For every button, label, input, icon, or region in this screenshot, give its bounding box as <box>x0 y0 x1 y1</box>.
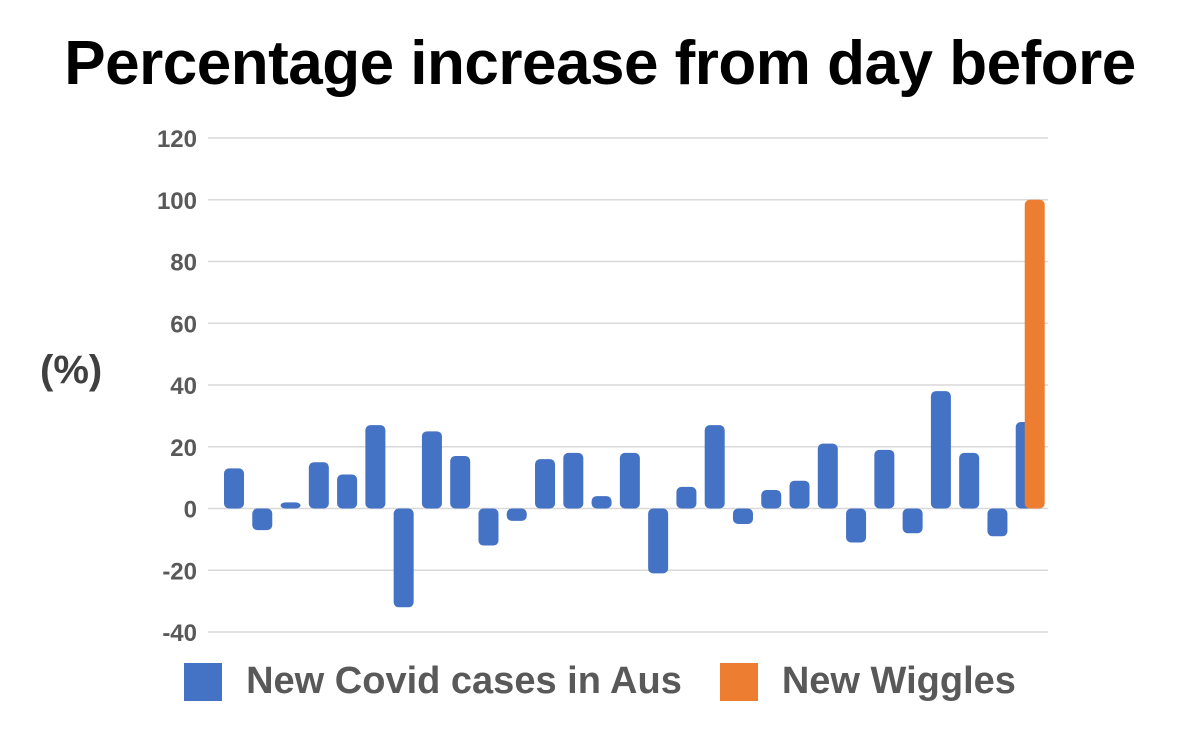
bar-covid <box>393 508 414 608</box>
bar-covid <box>478 508 499 546</box>
chart-title: Percentage increase from day before <box>64 29 1136 98</box>
bar-covid <box>676 486 697 509</box>
bar-covid <box>506 508 527 521</box>
bar-covid <box>252 508 273 531</box>
y-tick-label: -40 <box>162 620 197 647</box>
y-tick-label: 60 <box>170 311 197 338</box>
bar-covid <box>535 459 556 509</box>
legend-label-covid: New Covid cases in Aus <box>246 660 682 702</box>
bar-covid <box>732 508 753 524</box>
bar-covid <box>789 480 810 509</box>
bar-covid <box>365 425 386 509</box>
bar-covid <box>846 508 867 543</box>
legend-label-wiggles: New Wiggles <box>781 660 1016 702</box>
bar-covid <box>704 425 725 509</box>
bar-covid <box>591 496 612 509</box>
bar-covid <box>619 452 640 509</box>
bar-covid <box>563 452 584 509</box>
bar-covid <box>421 431 442 509</box>
y-tick-label: 120 <box>157 126 197 153</box>
bar-covid <box>987 508 1008 537</box>
bar-covid <box>648 508 669 574</box>
bar-covid <box>450 456 471 509</box>
bar-covid <box>280 502 301 509</box>
bar-covid <box>959 452 980 509</box>
legend-entry-wiggles: New Wiggles <box>719 660 1016 703</box>
y-tick-label: 20 <box>170 435 197 462</box>
legend-entry-covid: New Covid cases in Aus <box>184 660 682 703</box>
bar-covid <box>308 462 329 509</box>
grid-lines <box>208 137 1048 633</box>
y-tick-label: 80 <box>170 250 197 277</box>
bar-covid <box>930 391 951 509</box>
bar-wiggles <box>1024 199 1045 509</box>
y-tick-labels: -40 -20 0 20 40 60 80 100 120 <box>157 126 197 647</box>
y-tick-label: 0 <box>184 497 197 524</box>
bars <box>224 199 1045 608</box>
legend: New Covid cases in Aus New Wiggles <box>0 660 1200 703</box>
bar-covid <box>337 474 358 509</box>
bar-covid <box>761 489 782 509</box>
legend-swatch-wiggles <box>719 662 758 701</box>
y-tick-label: 100 <box>157 188 197 215</box>
bar-covid <box>224 468 244 509</box>
y-tick-label: -20 <box>162 558 197 585</box>
bar-covid <box>902 508 923 534</box>
legend-swatch-covid <box>184 662 223 701</box>
y-tick-label: 40 <box>170 373 197 400</box>
bar-covid <box>874 449 895 509</box>
bar-covid <box>817 443 838 509</box>
y-axis-label: (%) <box>40 348 103 392</box>
